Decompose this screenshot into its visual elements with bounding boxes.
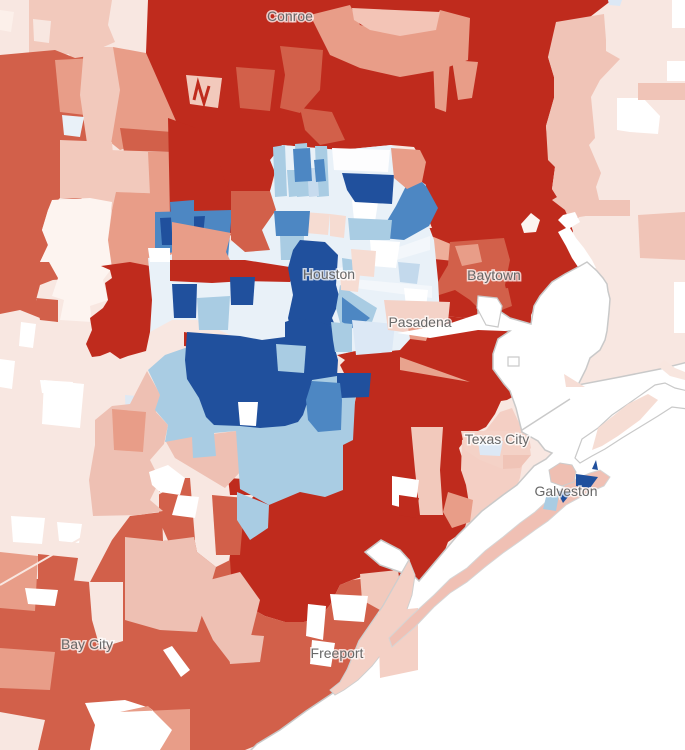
svg-text:Bay City: Bay City bbox=[61, 636, 113, 652]
svg-text:Texas City: Texas City bbox=[465, 431, 530, 447]
svg-text:Galveston: Galveston bbox=[534, 483, 597, 499]
svg-text:Baytown: Baytown bbox=[467, 267, 521, 283]
svg-text:Houston: Houston bbox=[303, 266, 355, 282]
svg-text:Pasadena: Pasadena bbox=[388, 314, 451, 330]
svg-text:Conroe: Conroe bbox=[267, 8, 313, 24]
svg-text:Freeport: Freeport bbox=[311, 645, 364, 661]
